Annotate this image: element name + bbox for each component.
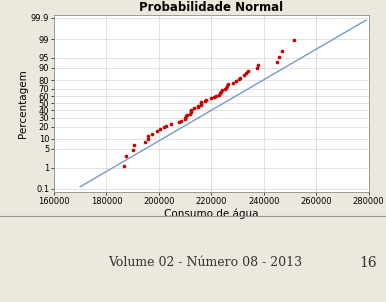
Point [245, 69, 251, 73]
Point [202, 98, 208, 103]
Point [131, 143, 137, 148]
Point [178, 118, 184, 123]
Point [218, 89, 224, 94]
Point [241, 73, 247, 78]
Point [121, 164, 127, 169]
Point [256, 63, 262, 68]
Point [161, 125, 167, 130]
Point [274, 59, 280, 64]
Point [191, 106, 197, 111]
Point [237, 75, 243, 80]
Point [223, 85, 229, 90]
Point [157, 127, 163, 132]
Point [181, 117, 188, 122]
Point [232, 79, 239, 84]
Point [230, 80, 237, 85]
Point [217, 91, 223, 96]
Point [203, 97, 209, 102]
Point [145, 133, 151, 138]
Title: Probabilidade Normal: Probabilidade Normal [139, 1, 283, 14]
Point [291, 38, 297, 43]
Point [163, 123, 169, 128]
Point [222, 87, 229, 92]
Point [223, 84, 230, 88]
Point [213, 93, 219, 98]
Point [168, 122, 174, 127]
Point [188, 110, 194, 115]
Point [279, 49, 285, 53]
Point [145, 136, 151, 141]
Point [254, 66, 261, 71]
Point [123, 153, 129, 158]
Point [183, 114, 190, 119]
Point [276, 55, 282, 60]
Point [216, 92, 222, 97]
Point [184, 113, 190, 117]
Point [195, 105, 201, 110]
Point [195, 104, 201, 108]
Point [181, 115, 188, 120]
Point [242, 71, 249, 76]
Point [198, 101, 204, 106]
Point [235, 77, 242, 82]
X-axis label: Consumo de água: Consumo de água [164, 208, 259, 219]
Point [176, 120, 182, 125]
Point [149, 131, 155, 136]
Point [219, 88, 225, 93]
Point [188, 107, 194, 112]
Point [198, 100, 204, 104]
Text: Volume 02 - Número 08 - 2013: Volume 02 - Número 08 - 2013 [108, 256, 302, 269]
Point [198, 102, 204, 107]
Text: 16: 16 [359, 256, 377, 270]
Point [225, 82, 231, 87]
Y-axis label: Percentagem: Percentagem [18, 69, 28, 138]
Point [154, 129, 160, 134]
Point [130, 147, 136, 152]
Point [142, 139, 149, 144]
Point [188, 109, 194, 114]
Point [211, 95, 217, 100]
Point [187, 111, 193, 116]
Point [208, 96, 214, 101]
